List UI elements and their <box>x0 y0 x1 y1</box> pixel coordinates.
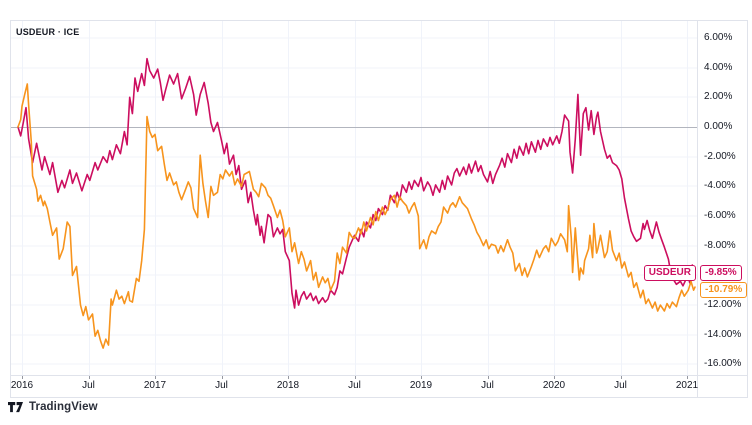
time-tick-label: 2020 <box>542 380 566 391</box>
tradingview-logo-icon <box>8 401 23 412</box>
time-tick-label: 2016 <box>10 380 34 391</box>
comparison-line[interactable] <box>17 83 696 349</box>
price-tick-label: -8.00% <box>704 239 736 251</box>
price-tick-label: -16.00% <box>704 358 742 370</box>
time-tick-label: Jul <box>82 380 95 391</box>
price-tick-label: -4.00% <box>704 180 736 192</box>
time-scale[interactable]: 2016 Jul 2017 Jul 2018 Jul 2019 Jul 2020 Jul 2021 <box>10 376 748 397</box>
price-scale[interactable]: 6.00% 4.00% 2.00% 0.00% -2.00% -4.00% -6.00% -8… <box>698 20 748 375</box>
time-tick-label: Jul <box>348 380 361 391</box>
time-tick-label: 2019 <box>409 380 433 391</box>
price-tick-label: 6.00% <box>704 31 733 43</box>
tradingview-logo[interactable]: TradingView <box>8 401 98 413</box>
price-tick-label: 2.00% <box>704 91 733 103</box>
comparison-value-badge: -10.79% <box>700 282 748 298</box>
usdeur-line[interactable] <box>17 57 696 309</box>
time-tick-label: 2017 <box>143 380 167 391</box>
price-tick-label: -14.00% <box>704 328 742 340</box>
price-tick-label: 4.00% <box>704 61 733 73</box>
price-tick-label: -2.00% <box>704 150 736 162</box>
time-tick-label: 2021 <box>675 380 699 391</box>
symbol-label: USDEUR · ICE <box>16 27 80 37</box>
series-name-badge: USDEUR <box>643 265 696 281</box>
time-tick-label: 2018 <box>276 380 300 391</box>
time-tick-label: Jul <box>481 380 494 391</box>
price-tick-label: 0.00% <box>704 121 733 132</box>
time-tick-label: Jul <box>614 380 627 391</box>
price-tick-label: -6.00% <box>704 210 736 222</box>
tradingview-logo-text: TradingView <box>29 401 98 413</box>
price-tick-label: -12.00% <box>704 299 742 311</box>
usdeur-value-badge: -9.85% <box>700 265 742 281</box>
pane-border <box>10 20 748 398</box>
time-tick-label: Jul <box>215 380 228 391</box>
